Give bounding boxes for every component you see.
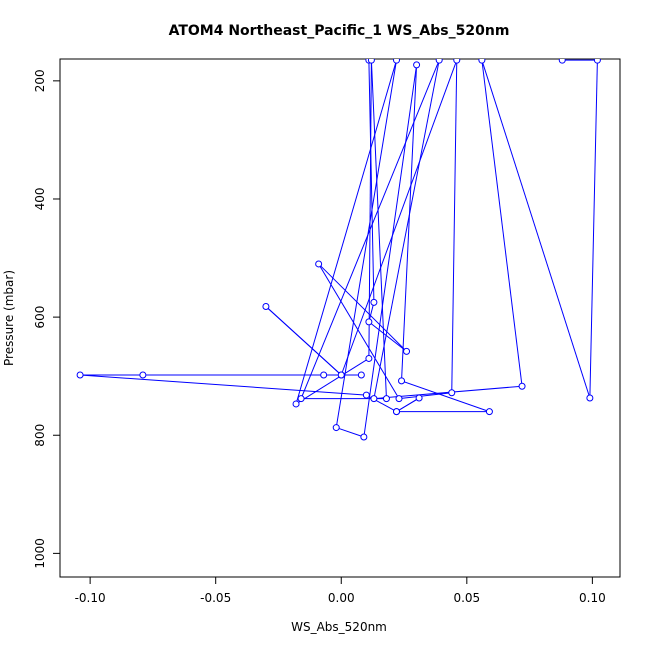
series-segment — [401, 64, 418, 381]
series-segment — [401, 380, 490, 413]
series-segment — [398, 392, 452, 400]
data-point — [262, 302, 270, 310]
series-segment — [370, 60, 387, 399]
data-point — [448, 389, 456, 397]
points-group — [76, 59, 601, 441]
data-point — [365, 354, 373, 362]
data-point — [558, 59, 566, 64]
series-segment — [336, 427, 365, 438]
x-tick-label: 0.10 — [579, 591, 606, 605]
y-tick-label: 800 — [33, 424, 47, 447]
data-point — [292, 400, 300, 408]
data-point — [593, 59, 601, 64]
data-point — [453, 59, 461, 64]
series-segment — [318, 263, 407, 352]
series-segment — [368, 60, 375, 303]
series-segment — [340, 60, 458, 376]
data-point — [435, 59, 443, 64]
series-segment — [373, 60, 440, 399]
data-point — [365, 318, 373, 326]
y-tick-label: 1000 — [33, 538, 47, 569]
data-point — [320, 371, 328, 379]
data-point — [367, 59, 375, 64]
data-point — [357, 371, 365, 379]
x-axis: -0.10 -0.05 0.00 0.05 0.10 — [75, 576, 606, 605]
series-segment — [295, 60, 397, 405]
y-axis-label: Pressure (mbar) — [2, 270, 16, 366]
series-segment — [589, 60, 598, 399]
data-point — [403, 347, 411, 355]
data-point — [139, 371, 147, 379]
y-axis: 200 400 600 800 1000 — [33, 69, 61, 569]
x-tick-label: 0.00 — [328, 591, 355, 605]
chart-title: ATOM4 Northeast_Pacific_1 WS_Abs_520nm — [169, 23, 510, 39]
series-segment — [335, 60, 397, 428]
data-point — [382, 395, 390, 403]
data-point — [393, 59, 401, 64]
y-tick-label: 400 — [33, 188, 47, 211]
x-tick-label: 0.05 — [453, 591, 480, 605]
data-point — [518, 382, 526, 390]
series-segment — [481, 60, 591, 399]
x-axis-label: WS_Abs_520nm — [291, 620, 387, 634]
data-point — [315, 260, 323, 268]
data-point — [415, 394, 423, 402]
data-point — [485, 408, 493, 416]
data-point — [413, 61, 421, 69]
series-segment — [368, 60, 372, 359]
series-segment — [300, 59, 440, 399]
series-line-group — [80, 59, 598, 438]
series-segment — [451, 60, 458, 393]
x-tick-label: -0.10 — [75, 591, 106, 605]
series-segment — [363, 64, 418, 438]
data-point — [297, 395, 305, 403]
data-point — [370, 395, 378, 403]
series-segment — [481, 60, 523, 387]
series-segment — [265, 306, 342, 376]
x-tick-label: -0.05 — [200, 591, 231, 605]
data-point — [362, 391, 370, 399]
data-point — [360, 433, 368, 441]
data-point — [337, 371, 345, 379]
data-point — [478, 59, 486, 64]
y-tick-label: 200 — [33, 69, 47, 92]
data-point — [393, 408, 401, 416]
data-point — [370, 298, 378, 306]
series-segment — [368, 321, 407, 352]
y-tick-label: 600 — [33, 306, 47, 329]
data-point — [395, 395, 403, 403]
data-point — [76, 371, 84, 379]
series-segment — [295, 358, 370, 405]
data-point — [332, 424, 340, 432]
data-point — [586, 394, 594, 402]
series-segment — [396, 397, 420, 413]
plot-frame — [59, 58, 621, 578]
data-point — [398, 377, 406, 385]
series-segment — [80, 374, 367, 396]
